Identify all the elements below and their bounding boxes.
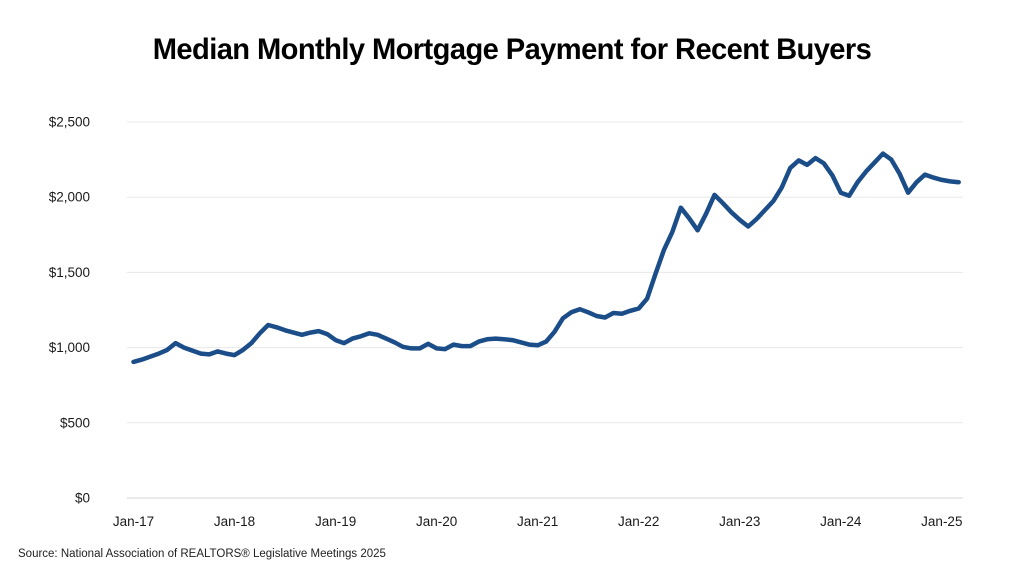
- payment-series-line: [131, 151, 961, 365]
- chart-title: Median Monthly Mortgage Payment for Rece…: [152, 33, 872, 66]
- y-tick-label: $1,500: [49, 265, 90, 280]
- x-tick-label: Jan-18: [214, 514, 255, 529]
- y-tick-label: $0: [75, 491, 90, 506]
- y-tick-label: $1,000: [49, 340, 90, 355]
- x-tick-label: Jan-24: [820, 514, 862, 529]
- x-tick-label: Jan-23: [719, 514, 760, 529]
- gridlines-group: [127, 121, 963, 499]
- source-attribution: Source: National Association of REALTORS…: [18, 548, 386, 560]
- x-tick-label: Jan-17: [113, 514, 154, 529]
- x-tick-label: Jan-21: [517, 514, 558, 529]
- x-axis-tick-labels: Jan-17 Jan-18 Jan-19 Jan-20 Jan-21 Jan-22 Jan-…: [113, 514, 963, 529]
- y-tick-label: $2,000: [49, 190, 90, 205]
- y-tick-label: $500: [60, 415, 90, 430]
- x-tick-label: Jan-25: [921, 514, 962, 529]
- x-tick-label: Jan-20: [416, 514, 457, 529]
- y-axis-tick-labels: $0 $500 $1,000 $1,500 $2,000 $2,500: [49, 115, 90, 506]
- x-tick-label: Jan-19: [315, 514, 356, 529]
- y-tick-label: $2,500: [49, 115, 90, 130]
- x-tick-label: Jan-22: [618, 514, 659, 529]
